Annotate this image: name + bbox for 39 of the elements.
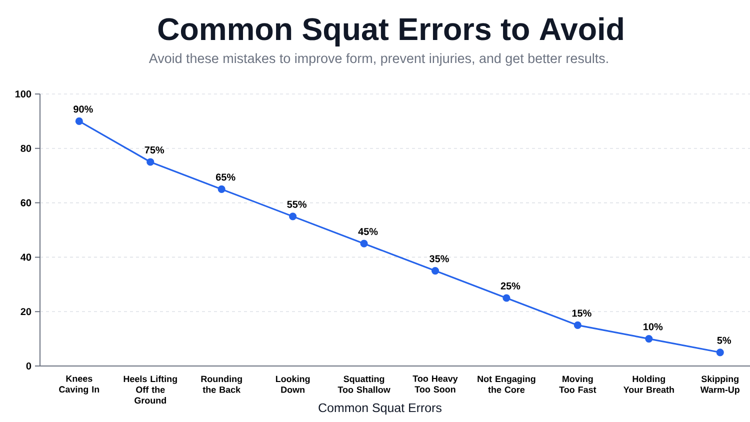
- data-label: 15%: [572, 310, 592, 317]
- y-tick-label: 80: [20, 144, 32, 152]
- x-tick-label: Looking Down: [276, 376, 310, 393]
- x-tick-label: Knees Caving In: [59, 376, 100, 394]
- x-tick-label: Rounding the Back: [201, 376, 242, 393]
- x-axis-title: Common Squat Errors: [318, 403, 442, 415]
- point: [146, 158, 154, 166]
- x-tick-label: Heels Lifting Off the Ground: [124, 376, 177, 404]
- data-label: 10%: [644, 323, 663, 330]
- y-tick-label: 20: [20, 308, 32, 316]
- point: [431, 267, 440, 275]
- point: [360, 240, 368, 248]
- x-tick-label: Moving Too Fast: [559, 376, 596, 393]
- point: [574, 321, 582, 329]
- point: [289, 212, 297, 220]
- data-label: 55%: [287, 200, 307, 208]
- data-label: 25%: [500, 282, 520, 290]
- y-tick-label: 60: [20, 199, 32, 206]
- data-label: 65%: [216, 174, 236, 181]
- point: [218, 185, 226, 193]
- data-label: 75%: [144, 146, 164, 154]
- chart-title: Common Squat Errors to Avoid: [158, 17, 623, 47]
- chart-subtitle: Avoid these mistakes to improve form, prevent injuries, and get better results.: [148, 53, 608, 66]
- point: [716, 348, 724, 356]
- data-label: 35%: [430, 255, 449, 262]
- point: [502, 294, 510, 302]
- x-tick-label: Too Heavy Too Soon: [412, 376, 458, 393]
- x-tick-label: Skipping Warm-Up: [700, 376, 740, 395]
- x-tick-label: Squatting Too Shallow: [338, 376, 390, 393]
- data-label: 45%: [358, 228, 378, 236]
- data-label: 5%: [717, 336, 732, 344]
- data-label: 90%: [74, 106, 93, 113]
- point: [75, 117, 83, 125]
- y-tick-label: 100: [15, 90, 32, 98]
- x-tick-label: Not Engaging the Core: [478, 376, 536, 393]
- y-tick-label: 0: [26, 362, 32, 370]
- point: [645, 335, 653, 343]
- x-tick-label: Holding Your Breath: [623, 376, 674, 393]
- y-tick-label: 40: [20, 254, 32, 261]
